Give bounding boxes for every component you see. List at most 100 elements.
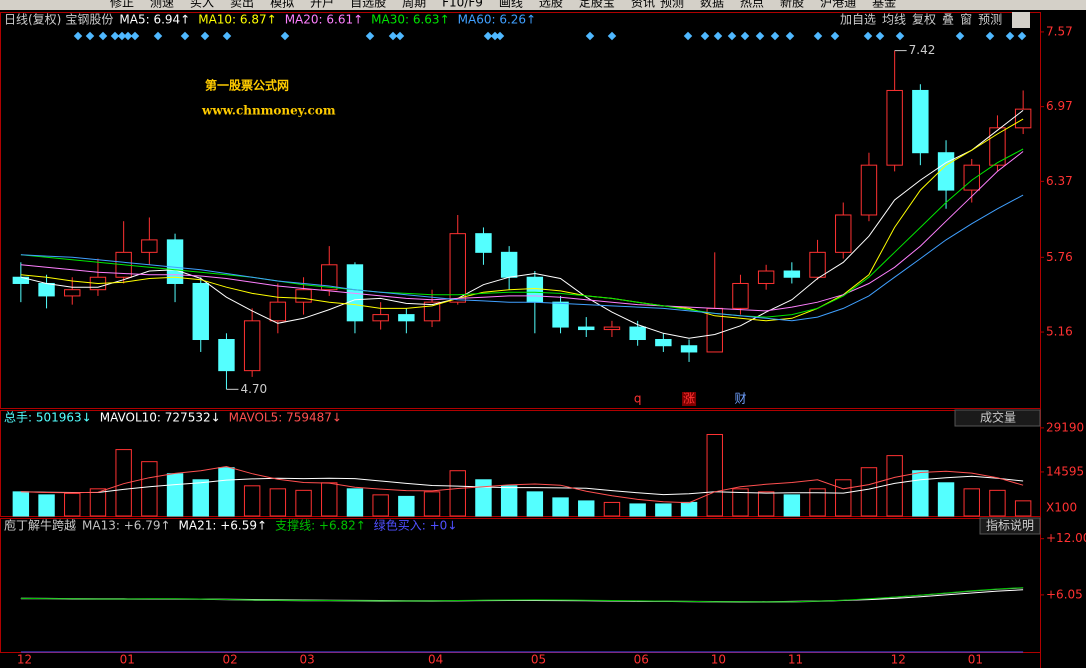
candle-body [757, 270, 775, 284]
toolbar-button[interactable]: 叠 [942, 13, 954, 27]
candle-body [475, 233, 492, 253]
volume-bar [1014, 500, 1032, 517]
legend-entry: 总手: 501963↓ [4, 411, 92, 425]
x-tick-label: 02 [222, 653, 237, 667]
candle-body [526, 276, 544, 303]
watermark: 第一股票公式网 [205, 78, 289, 93]
legend-entry: MA21: +6.59↑ [179, 519, 268, 533]
toolbar-button[interactable]: 自选股 [350, 0, 386, 10]
event-marker[interactable]: 涨 [683, 391, 695, 406]
candle-body [269, 301, 287, 322]
x-tick-label: 10 [711, 653, 726, 667]
candle-body [937, 152, 955, 191]
ma-line [20, 475, 1024, 496]
ma-line [20, 194, 1024, 322]
candle-body [38, 282, 55, 297]
volume-bar [757, 491, 775, 517]
scroll-button[interactable] [1012, 12, 1030, 28]
toolbar-button[interactable]: 资讯 [631, 0, 655, 10]
candle-body [64, 289, 81, 297]
volume-bar [449, 470, 466, 517]
toolbar-button[interactable]: 加自选 [840, 13, 876, 27]
toolbar-button[interactable]: 测速 [150, 0, 174, 10]
volume-bar [886, 455, 903, 517]
panel-button-bg[interactable] [979, 517, 1041, 535]
toolbar-button[interactable]: 买入 [190, 0, 214, 10]
candle-body [886, 89, 903, 166]
volume-bar [346, 488, 364, 517]
volume-bar [912, 470, 929, 517]
candle-body [12, 276, 30, 284]
signal-diamond [117, 31, 127, 41]
toolbar-button[interactable]: 热点 [740, 0, 764, 10]
candle-body [552, 301, 569, 328]
event-marker[interactable]: q [634, 392, 642, 406]
toolbar-button[interactable]: 卖出 [230, 0, 254, 10]
toolbar-button[interactable]: 数据 [700, 0, 724, 10]
volume-bar [809, 488, 826, 517]
toolbar-button[interactable]: 复权 [912, 13, 936, 27]
legend-entry: MA10: 6.87↑ [198, 13, 276, 27]
y-tick-label: 6.37 [1046, 174, 1073, 188]
signal-diamond [73, 31, 83, 41]
toolbar-button[interactable]: 开户 [310, 0, 334, 10]
toolbar-button[interactable]: 修正 [110, 0, 134, 10]
volume-bar [475, 479, 492, 517]
volume-bar [783, 494, 801, 517]
volume-bar [269, 488, 287, 517]
signal-diamond [180, 31, 190, 41]
toolbar-button[interactable]: F10/F9 [442, 0, 483, 10]
y-tick-label: 14595 [1046, 464, 1084, 478]
candle-body [655, 339, 672, 347]
toolbar-button[interactable]: 沪港通 [820, 0, 856, 10]
y-tick-label: 29190 [1046, 420, 1084, 434]
signal-diamond [110, 31, 120, 41]
toolbar-button[interactable]: 周期 [402, 0, 426, 10]
candle-body [783, 270, 801, 278]
candle-body [963, 164, 980, 191]
candle-body [578, 326, 595, 331]
toolbar-button[interactable]: 模拟 [270, 0, 294, 10]
y-tick-label: +6.05 [1046, 587, 1083, 601]
volume-bar [372, 494, 389, 517]
candle-body [372, 314, 389, 322]
toolbar-button[interactable]: 窗 [960, 13, 972, 27]
toolbar-button[interactable]: 定股宝 [579, 0, 615, 10]
event-marker-bg [682, 392, 697, 406]
legend-entry: 绿色买入: +0↓ [374, 518, 458, 533]
panel-button[interactable]: 指标说明 [986, 518, 1034, 533]
candle-body [1014, 108, 1032, 129]
unit-label: X100 [1046, 501, 1077, 515]
volume-bar [860, 467, 878, 517]
candle-body [295, 289, 312, 303]
toolbar-button[interactable]: 画线 [499, 0, 523, 10]
toolbar-button[interactable]: 新股 [780, 0, 804, 10]
y-tick-label: 7.57 [1046, 24, 1073, 38]
volume-bar [989, 489, 1006, 517]
toolbar-button[interactable]: 预测 [660, 0, 684, 10]
x-tick-label: 05 [531, 653, 546, 667]
signal-diamond [200, 31, 210, 41]
toolbar-button[interactable]: 预测 [978, 13, 1002, 27]
panel-button-bg[interactable] [954, 409, 1041, 427]
chart-title: 日线(复权) [4, 13, 61, 27]
candle-body [166, 239, 184, 284]
volume-bar [166, 473, 184, 517]
panel-button[interactable]: 成交量 [980, 410, 1016, 425]
volume-bar [141, 461, 158, 517]
volume-bar [423, 491, 441, 517]
legend-entry: MA60: 6.26↑ [458, 13, 536, 27]
event-marker[interactable]: 财 [734, 392, 746, 406]
volume-bar [192, 479, 209, 517]
candle-body [243, 320, 261, 372]
toolbar-button[interactable]: 均线 [882, 13, 906, 27]
watermark: www.chnmoney.com [201, 104, 336, 118]
toolbar-button[interactable]: 选股 [539, 0, 563, 10]
x-tick-label: 12 [891, 653, 906, 667]
candle-body [449, 233, 466, 303]
candle-body [809, 251, 826, 278]
toolbar-button[interactable]: 基金 [872, 0, 896, 10]
